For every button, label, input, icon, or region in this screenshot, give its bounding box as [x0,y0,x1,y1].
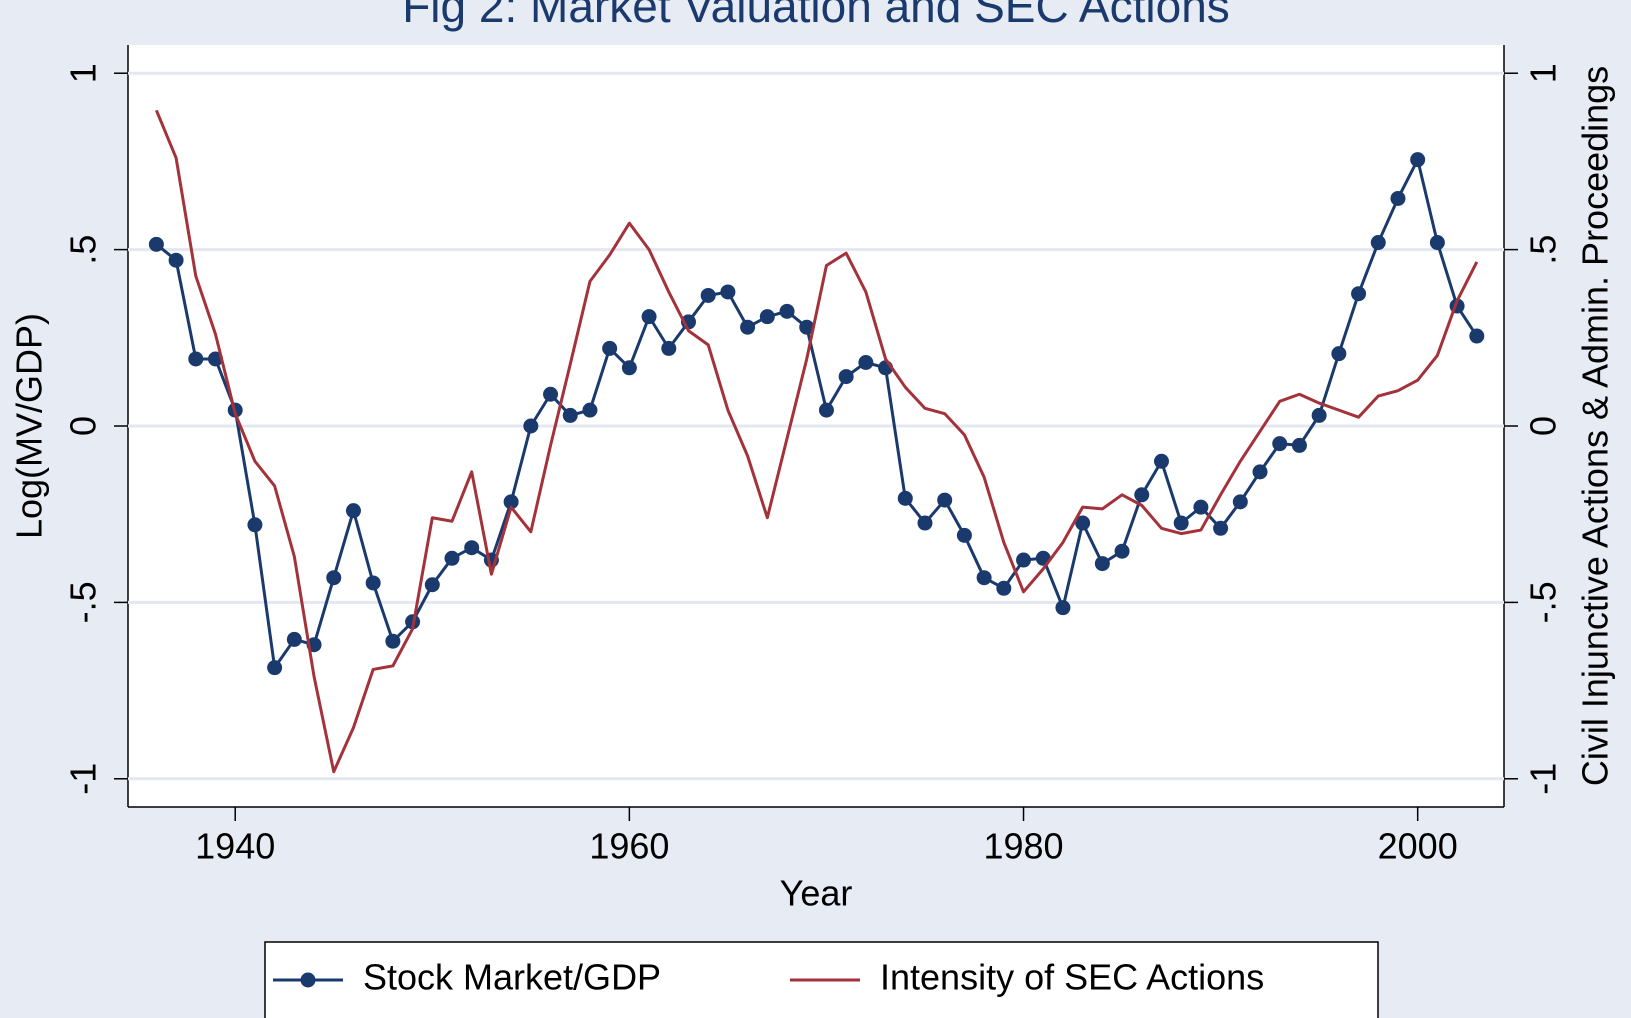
marker [582,402,598,418]
marker [1213,520,1229,536]
y-axis-label: Log(MV/GDP) [9,313,50,539]
marker [1370,235,1386,251]
y-tick-label: -.5 [63,581,104,623]
marker [1193,499,1209,515]
y2-axis-label: Civil Injunctive Actions & Admin. Procee… [1575,66,1616,786]
marker [503,494,519,510]
marker [641,309,657,325]
marker [1114,543,1130,559]
marker [1232,494,1248,510]
marker [858,355,874,370]
marker [168,252,184,268]
marker [345,503,361,519]
marker [937,492,953,508]
marker [700,287,716,303]
marker [444,550,460,566]
marker [1390,190,1406,206]
marker [326,570,342,586]
marker [1272,436,1288,452]
marker [247,517,263,533]
marker [661,340,677,356]
marker [1094,556,1110,572]
marker [543,386,559,402]
marker [838,369,854,385]
marker [286,631,302,647]
y2-tick-label: -.5 [1523,581,1564,623]
x-tick-label: 1980 [983,826,1063,867]
y2-tick-label: .5 [1523,235,1564,265]
x-tick-label: 2000 [1378,826,1458,867]
legend-marker [300,972,316,988]
chart-title: Fig 2: Market Valuation and SEC Actions [402,0,1230,32]
legend-label: Intensity of SEC Actions [880,957,1264,998]
marker [1469,328,1485,344]
marker [1153,453,1169,469]
marker [267,660,283,676]
x-tick-label: 1940 [195,826,275,867]
marker [562,407,578,423]
marker [1075,515,1091,531]
marker [897,490,913,506]
marker [602,340,618,356]
marker [424,577,440,593]
marker [1016,552,1032,568]
marker [1429,235,1445,251]
marker [996,580,1012,596]
x-axis-label: Year [780,873,853,914]
y2-tick-label: 1 [1523,63,1564,83]
y-tick-label: -1 [63,763,104,795]
marker [740,319,756,335]
marker [1252,464,1268,480]
legend-label: Stock Market/GDP [363,957,661,998]
marker [148,236,164,252]
series-line [154,109,1479,774]
marker [1173,515,1189,531]
marker [365,575,381,591]
y-tick-label: .5 [63,235,104,265]
y-tick-label: 0 [63,416,104,436]
x-tick-label: 1960 [589,826,669,867]
marker [799,319,815,335]
marker [1410,152,1426,168]
marker [1291,437,1307,453]
marker [621,360,637,376]
marker [1331,346,1347,362]
marker [759,309,775,325]
y2-tick-label: -1 [1523,763,1564,795]
y2-tick-label: 0 [1523,416,1564,436]
marker [1311,407,1327,423]
marker [818,402,834,418]
marker [779,303,795,319]
y-tick-label: 1 [63,63,104,83]
marker [464,540,480,556]
marker [720,284,736,300]
marker [1134,487,1150,503]
marker [976,570,992,586]
marker [385,633,401,649]
marker [1351,286,1367,302]
marker [956,527,972,543]
marker [917,515,933,531]
marker [188,351,204,367]
marker [523,418,539,434]
marker [1055,600,1071,616]
